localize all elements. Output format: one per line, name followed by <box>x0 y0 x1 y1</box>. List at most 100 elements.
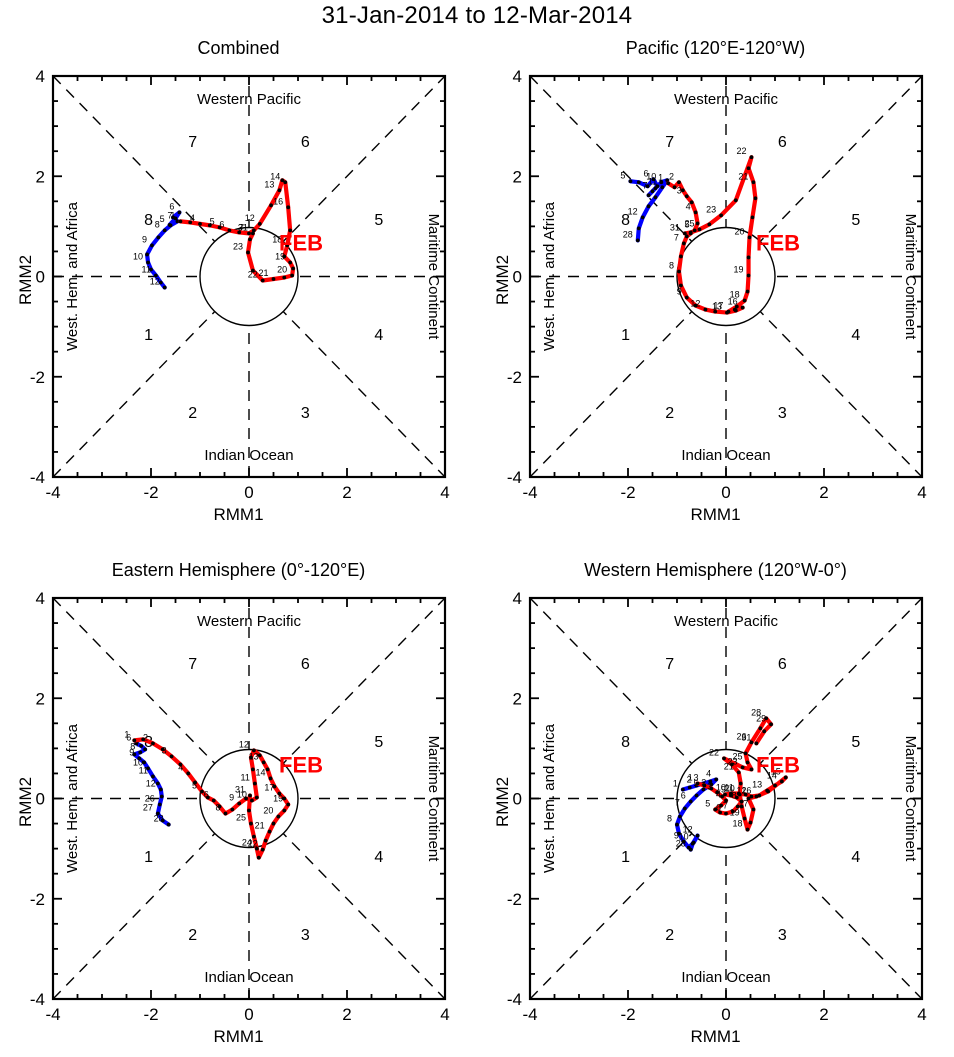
day-label: 8 <box>155 219 160 229</box>
track-point <box>695 833 700 838</box>
track-point <box>737 792 742 797</box>
track-point <box>766 789 771 794</box>
track-point <box>277 188 282 193</box>
track-point <box>693 303 698 308</box>
track-point <box>694 793 699 798</box>
track-point <box>751 807 756 812</box>
svg-text:4: 4 <box>513 67 522 86</box>
region-label-top: Western Pacific <box>674 613 778 630</box>
track-point <box>248 793 252 798</box>
phase-number-p4: 4 <box>374 327 383 344</box>
svg-text:0: 0 <box>36 790 45 809</box>
day-label: 22 <box>736 146 746 156</box>
track-point <box>211 798 216 803</box>
track-point <box>749 740 754 745</box>
svg-text:-2: -2 <box>620 1005 635 1024</box>
day-label: 31 <box>741 732 751 742</box>
track-point <box>251 268 255 273</box>
region-label-left: West. Hem. and Africa <box>541 201 558 351</box>
svg-text:-2: -2 <box>30 368 45 387</box>
track-point <box>178 762 183 767</box>
day-label: 10 <box>679 832 689 842</box>
region-label-top: Western Pacific <box>197 91 301 108</box>
track-point <box>636 226 641 231</box>
track-point <box>159 794 164 799</box>
track-point <box>695 781 700 786</box>
track-point <box>746 273 751 278</box>
track-point <box>257 753 262 758</box>
track-point <box>237 230 242 235</box>
day-label: 5 <box>210 216 215 226</box>
svg-text:-4: -4 <box>30 468 45 487</box>
track-point <box>680 188 685 193</box>
track-point <box>193 780 198 785</box>
track-point <box>157 802 162 807</box>
svg-text:4: 4 <box>36 67 45 86</box>
track-point <box>757 793 762 798</box>
panel-title-pacific: Pacific (120°E-120°W) <box>625 38 806 58</box>
day-label: 25 <box>733 751 743 761</box>
track-point <box>719 803 723 808</box>
track-point <box>730 809 735 814</box>
track-point <box>269 203 273 208</box>
track-point <box>746 255 751 260</box>
track-point <box>282 808 287 813</box>
phase-number-p2: 2 <box>188 405 197 422</box>
day-label: 6 <box>204 790 209 800</box>
track-point <box>675 822 679 827</box>
track-point <box>742 816 747 821</box>
track-point <box>684 194 689 199</box>
day-label: 7 <box>674 232 679 242</box>
track-point <box>244 796 248 801</box>
track-point <box>247 231 251 236</box>
track-point <box>146 766 150 771</box>
svg-text:0: 0 <box>513 790 522 809</box>
phase-number-p5: 5 <box>374 212 383 229</box>
y-axis-title: RMM2 <box>16 776 35 827</box>
day-label: 17 <box>713 301 723 311</box>
track-point <box>145 252 149 257</box>
day-label: 21 <box>258 268 268 278</box>
region-label-top: Western Pacific <box>197 613 301 630</box>
track-point <box>137 756 142 761</box>
day-label: 17 <box>738 799 748 809</box>
track-point <box>162 285 167 290</box>
day-label: 15 <box>771 766 781 776</box>
track-point <box>154 273 158 278</box>
phase-number-p1: 1 <box>144 327 153 344</box>
track-point <box>754 794 759 799</box>
day-label: 10 <box>646 171 656 181</box>
track-point <box>252 781 257 786</box>
track-point <box>265 767 270 772</box>
day-label: 19 <box>734 264 744 274</box>
month-tag: FEB <box>756 753 800 778</box>
svg-text:0: 0 <box>36 268 45 287</box>
track-point <box>291 266 295 271</box>
day-label: 5 <box>192 780 197 790</box>
x-axis-title: RMM1 <box>213 1027 264 1046</box>
day-label: 22 <box>709 747 719 757</box>
day-label: 6 <box>169 201 174 211</box>
day-label: 5 <box>705 799 710 809</box>
track-point <box>267 829 272 834</box>
track-point <box>743 751 748 756</box>
panel-title-combined: Combined <box>197 38 280 58</box>
day-label: 1 <box>673 778 678 788</box>
phase-number-p6: 6 <box>778 134 787 151</box>
day-label: 9 <box>129 747 134 757</box>
day-label: 12 <box>736 785 746 795</box>
track-point <box>260 847 265 852</box>
day-label: 7 <box>167 210 172 220</box>
svg-text:0: 0 <box>244 483 253 502</box>
svg-text:2: 2 <box>819 1005 828 1024</box>
day-label: 13 <box>752 779 762 789</box>
track-point <box>254 795 259 800</box>
day-label: 2 <box>687 774 692 784</box>
track-point <box>288 260 293 265</box>
day-label: 14 <box>767 770 777 780</box>
